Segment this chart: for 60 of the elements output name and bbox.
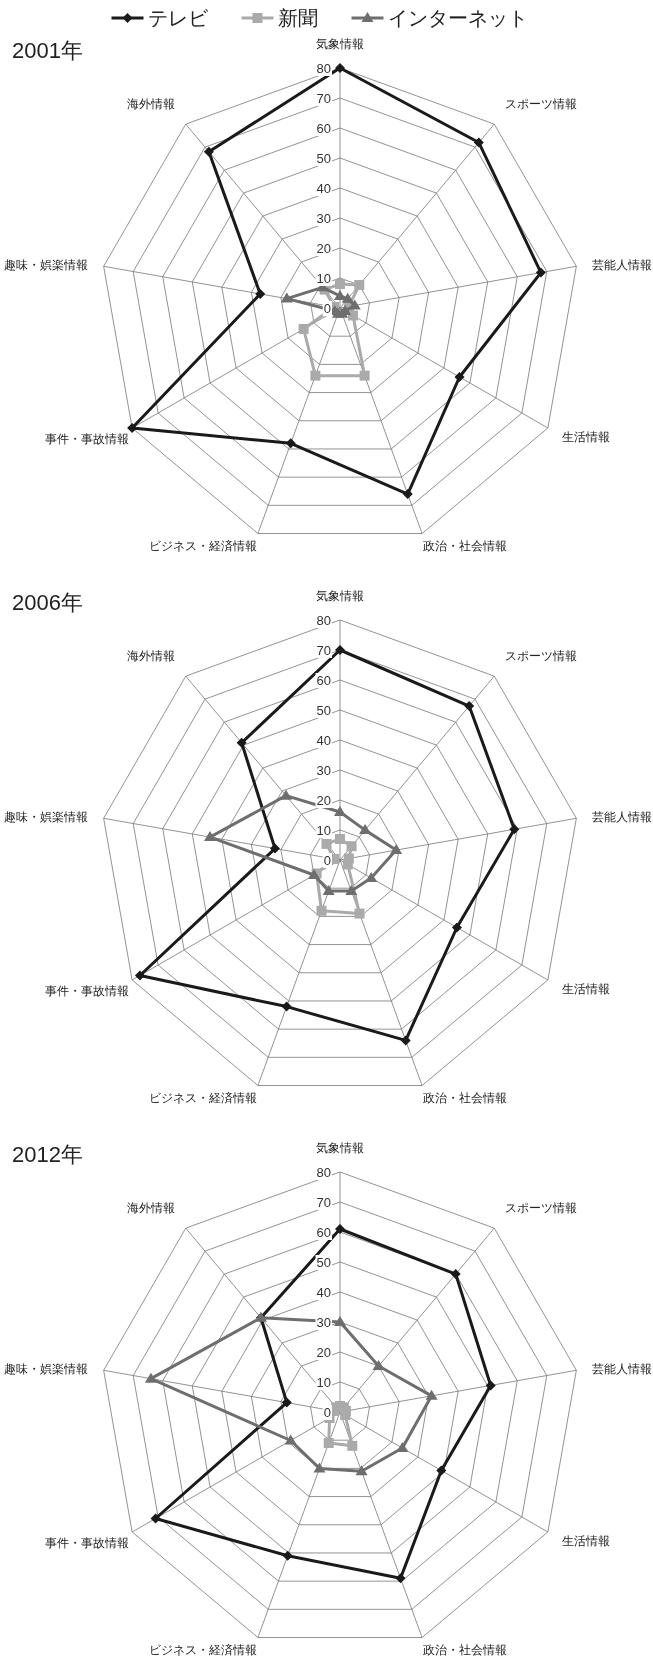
spoke-label: 海外情報 [127,1200,176,1215]
legend-label: テレビ [147,7,209,29]
y-tick-label: 80 [316,1165,331,1180]
spoke-label: 気象情報 [316,37,364,51]
spoke-label: スポーツ情報 [504,96,577,111]
spoke-label: 政治・社会情報 [423,1643,508,1658]
y-tick-label: 30 [316,1315,331,1330]
y-tick-label: 30 [316,763,331,778]
chart-title: 2012年 [12,1142,83,1167]
y-tick-label: 0 [323,1405,331,1420]
y-tick-label: 50 [316,703,331,718]
spoke-label: 芸能人情報 [592,809,653,824]
spoke-label: 事件・事故情報 [44,1536,129,1550]
y-tick-label: 70 [316,1195,331,1210]
spoke-label: 事件・事故情報 [44,984,129,998]
spoke-label: 海外情報 [127,648,176,663]
y-tick-label: 50 [316,1255,331,1270]
spoke-label: 生活情報 [561,1534,610,1548]
y-tick-label: 20 [316,241,331,256]
spoke-label: 気象情報 [316,1141,364,1155]
y-tick-label: 60 [316,121,331,136]
legend-label: 新聞 [277,7,318,29]
y-tick-label: 0 [323,853,331,868]
spoke-label: 芸能人情報 [592,257,653,272]
y-tick-label: 20 [316,793,331,808]
y-tick-label: 10 [316,823,331,838]
chart-title: 2006年 [12,590,83,615]
spoke-label: スポーツ情報 [504,648,577,663]
spoke-label: ビジネス・経済情報 [148,1091,257,1106]
y-tick-label: 50 [316,151,331,166]
spoke-label: 政治・社会情報 [423,1091,508,1106]
y-tick-label: 10 [316,1375,331,1390]
y-tick-label: 20 [316,1345,331,1360]
y-tick-label: 10 [316,271,331,286]
spoke-label: ビジネス・経済情報 [148,539,257,554]
y-tick-label: 40 [316,1285,331,1300]
spoke-label: 生活情報 [561,430,610,444]
y-tick-label: 80 [316,61,331,76]
y-tick-label: 40 [316,733,331,748]
text: 2001年 [12,38,83,63]
y-tick-label: 60 [316,1225,331,1240]
spoke-label: 気象情報 [316,589,364,603]
y-tick-label: 60 [316,673,331,688]
spoke-label: スポーツ情報 [504,1200,577,1215]
y-tick-label: 70 [316,643,331,658]
y-tick-label: 80 [316,613,331,628]
spoke-label: 芸能人情報 [592,1361,653,1376]
y-tick-label: 30 [316,211,331,226]
spoke-label: 趣味・娯楽情報 [3,257,88,272]
y-tick-label: 70 [316,91,331,106]
spoke-label: 事件・事故情報 [44,432,129,446]
spoke-label: 趣味・娯楽情報 [3,1361,88,1376]
spoke-label: 生活情報 [561,982,610,996]
legend-label: インターネット [387,7,528,29]
spoke-label: 趣味・娯楽情報 [3,809,88,824]
spoke-label: 政治・社会情報 [423,539,508,554]
y-tick-label: 40 [316,181,331,196]
spoke-label: 海外情報 [127,96,176,111]
y-tick-label: 0 [323,301,331,316]
spoke-label: ビジネス・経済情報 [148,1643,257,1658]
